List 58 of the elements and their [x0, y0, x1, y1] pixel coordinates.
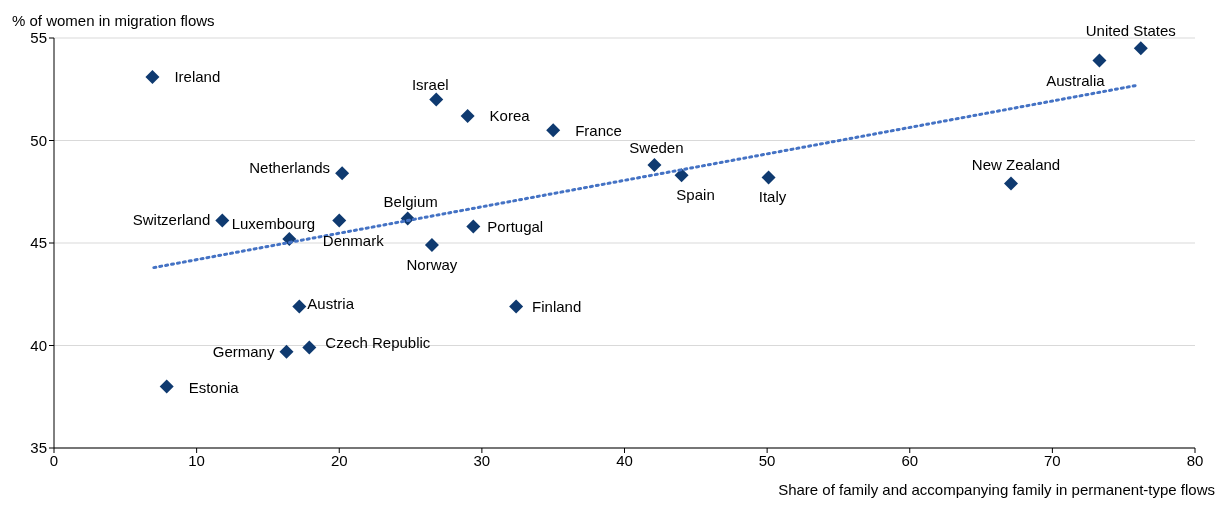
annotation: France	[575, 122, 622, 140]
point	[279, 344, 294, 359]
annotation: Belgium	[383, 193, 438, 211]
point	[647, 158, 662, 173]
point	[1133, 41, 1148, 56]
y-axis-title: % of women in migration flows	[12, 12, 215, 29]
point	[215, 213, 230, 228]
annotation: Finland	[532, 297, 582, 315]
point	[145, 69, 160, 84]
x-tick-label: 10	[188, 451, 205, 469]
point	[1092, 53, 1107, 68]
point	[466, 219, 481, 234]
annotation: Germany	[212, 342, 275, 360]
point	[159, 379, 174, 394]
point	[509, 299, 524, 314]
y-tick-label: 35	[30, 439, 47, 457]
annotation: Norway	[406, 256, 458, 274]
x-tick-label: 50	[758, 451, 776, 469]
x-tick-label: 60	[901, 451, 919, 469]
x-axis-title: Share of family and accompanying family in permanent-type flows	[778, 481, 1215, 498]
annotation: Estonia	[188, 378, 240, 396]
annotation: Switzerland	[132, 211, 211, 229]
annotation: Italy	[758, 188, 787, 206]
annotation: New Zealand	[971, 155, 1061, 173]
annotation: Sweden	[629, 139, 684, 157]
annotation: Denmark	[322, 232, 385, 250]
annotation: Korea	[489, 106, 531, 124]
annotation: Czech Republic	[325, 333, 431, 351]
y-tick-label: 45	[30, 234, 47, 252]
x-tick-label: 0	[49, 451, 59, 469]
point	[332, 213, 347, 228]
point	[424, 238, 439, 253]
annotation: Austria	[307, 294, 355, 312]
point	[335, 166, 350, 181]
annotation: United States	[1085, 22, 1176, 40]
x-tick-label: 30	[473, 451, 491, 469]
point	[429, 92, 444, 107]
y-tick-label: 40	[30, 336, 47, 354]
y-tick-label: 55	[30, 29, 47, 47]
y-tick-label: 50	[30, 131, 47, 149]
annotation: Ireland	[174, 67, 221, 85]
annotation: Luxembourg	[231, 214, 316, 232]
annotation: Australia	[1046, 71, 1106, 89]
point	[546, 123, 561, 138]
point	[674, 168, 689, 183]
annotation: Portugal	[487, 217, 544, 235]
point	[292, 299, 307, 314]
point	[761, 170, 776, 185]
x-tick-label: 40	[616, 451, 633, 469]
annotation: Spain	[676, 186, 715, 204]
point	[1004, 176, 1019, 191]
x-tick-label: 20	[330, 451, 348, 469]
annotation: Israel	[411, 75, 449, 93]
point	[302, 340, 317, 355]
point	[460, 108, 475, 123]
x-tick-label: 70	[1044, 451, 1061, 469]
annotation: Netherlands	[249, 159, 331, 177]
x-tick-label: 80	[1186, 451, 1204, 469]
